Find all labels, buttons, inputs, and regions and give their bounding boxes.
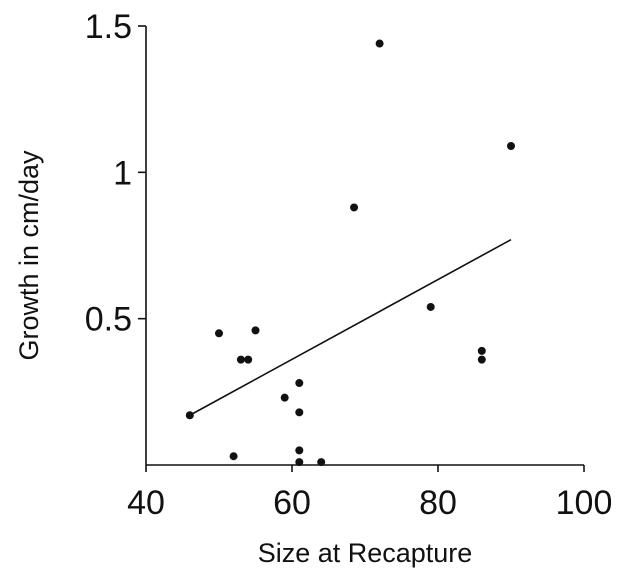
trend-line (189, 238, 512, 416)
data-point (350, 203, 359, 212)
x-tick-label: 80 (419, 484, 457, 522)
data-point (280, 393, 289, 402)
y-tick-label: 0.5 (85, 301, 132, 339)
data-point (507, 141, 515, 150)
data-point (295, 379, 304, 388)
y-tick-label: 1.5 (85, 8, 132, 46)
data-point (295, 446, 304, 455)
data-point (251, 326, 260, 335)
data-point (295, 408, 304, 417)
data-point (215, 329, 223, 338)
y-ticks: 0.5 1 1.5 (85, 8, 146, 339)
data-point (477, 355, 486, 364)
data-point (375, 39, 384, 48)
data-point (477, 346, 486, 355)
x-tick-label: 40 (127, 484, 165, 522)
data-point (185, 411, 194, 420)
x-ticks: 40 60 80 100 (127, 465, 612, 522)
data-point (229, 452, 238, 461)
axes (145, 26, 584, 466)
x-tick-label: 100 (556, 484, 613, 522)
data-point (295, 458, 304, 467)
trend-line-layer (189, 238, 512, 416)
x-axis-title: Size at Recapture (258, 538, 473, 568)
data-point (244, 355, 253, 364)
data-points (185, 39, 515, 467)
data-point (236, 355, 245, 364)
y-axis-title: Growth in cm/day (14, 150, 44, 361)
data-point (426, 302, 435, 311)
x-tick-label: 60 (273, 484, 311, 522)
data-point (317, 458, 326, 467)
y-tick-label: 1 (113, 154, 132, 192)
